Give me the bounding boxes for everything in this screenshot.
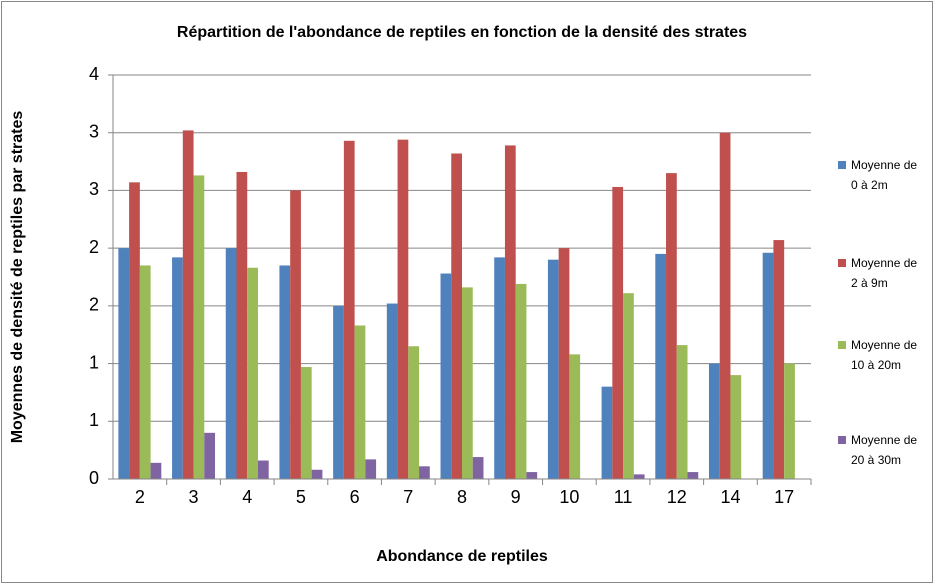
bar — [150, 462, 162, 479]
x-tick-label: 11 — [614, 487, 633, 507]
bar — [601, 386, 613, 479]
x-tick-label: 2 — [135, 487, 145, 507]
x-axis-label: Abondance de reptiles — [376, 548, 548, 565]
bar — [247, 267, 258, 479]
bar — [139, 265, 151, 479]
bar — [408, 346, 420, 479]
bar — [172, 257, 183, 479]
bar — [333, 305, 344, 479]
y-tick-label: 2 — [89, 237, 99, 257]
bar — [633, 474, 645, 479]
bar — [440, 273, 452, 479]
chart-title: Répartition de l'abondance de reptiles e… — [177, 24, 747, 41]
bar — [730, 375, 742, 479]
x-tick-label: 8 — [457, 487, 467, 507]
bar — [311, 469, 323, 479]
x-tick-label: 12 — [667, 487, 687, 507]
bar — [225, 248, 237, 479]
bar — [365, 459, 377, 479]
bar — [558, 248, 570, 479]
bar — [784, 363, 795, 479]
y-tick-label: 3 — [89, 121, 99, 141]
legend-label: Moyenne de 20 à 30m — [851, 433, 918, 467]
bar — [397, 139, 409, 479]
bar — [612, 186, 624, 480]
bar — [236, 171, 248, 479]
legend-item: Moyenne de 2 à 9m — [838, 253, 918, 293]
bar — [419, 466, 430, 479]
bar — [472, 457, 484, 479]
bar — [687, 472, 699, 479]
bar — [193, 175, 205, 479]
bar — [762, 252, 774, 479]
bar — [708, 363, 720, 479]
bar — [504, 145, 516, 479]
legend-item: Moyenne de 20 à 30m — [838, 430, 918, 470]
bar — [526, 472, 538, 479]
bar — [343, 140, 355, 479]
legend-item: Moyenne de 10 à 20m — [838, 335, 918, 375]
bar — [118, 248, 130, 479]
legend-item: Moyenne de 0 à 2m — [838, 155, 918, 195]
bar — [462, 287, 473, 479]
y-tick-label: 2 — [89, 295, 99, 315]
bar — [666, 173, 677, 479]
bar — [569, 354, 581, 479]
x-tick-label: 10 — [559, 487, 579, 507]
legend-label: Moyenne de 0 à 2m — [851, 158, 918, 192]
bar — [290, 190, 301, 479]
bar — [129, 182, 140, 479]
x-tick-label: 17 — [774, 487, 794, 507]
bar — [451, 153, 462, 479]
legend-label: Moyenne de 10 à 20m — [851, 338, 918, 372]
bar — [547, 259, 559, 479]
x-tick-label: 4 — [242, 487, 252, 507]
bar — [494, 257, 505, 479]
x-tick-label: 14 — [720, 487, 740, 507]
bar — [279, 265, 291, 479]
x-tick-label: 3 — [189, 487, 199, 507]
bar — [204, 432, 216, 479]
bar — [182, 130, 194, 480]
legend-label: Moyenne de 2 à 9m — [851, 256, 918, 290]
legend-swatch — [838, 161, 846, 169]
x-tick-label: 5 — [296, 487, 306, 507]
y-tick-label: 4 — [89, 64, 99, 84]
bar — [386, 303, 398, 479]
bar — [300, 367, 312, 479]
x-tick-label: 6 — [350, 487, 360, 507]
y-tick-label: 1 — [89, 352, 99, 372]
bar — [773, 240, 785, 479]
bar — [655, 253, 667, 479]
bar — [719, 132, 731, 479]
y-tick-label: 1 — [89, 410, 99, 430]
bar — [515, 283, 527, 479]
y-tick-label: 0 — [89, 468, 99, 488]
y-tick-label: 3 — [89, 179, 99, 199]
y-axis-label: Moyennes de densité de reptiles par stra… — [9, 111, 26, 444]
x-tick-label: 7 — [403, 487, 413, 507]
bar — [257, 460, 269, 479]
legend-swatch — [838, 436, 846, 444]
legend-swatch — [838, 259, 846, 267]
bar — [676, 345, 688, 479]
x-tick-label: 9 — [511, 487, 521, 507]
bar — [623, 293, 634, 479]
legend-swatch — [838, 341, 846, 349]
bar — [354, 325, 366, 479]
